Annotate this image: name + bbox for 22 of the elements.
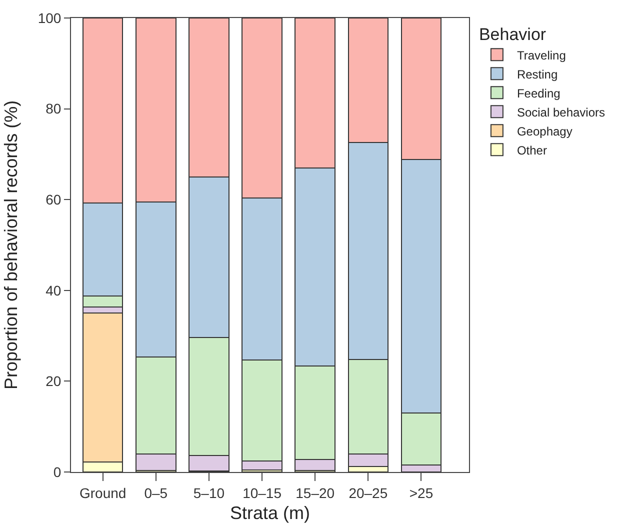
x-tick-label: 20–25	[348, 484, 388, 501]
x-tick-label: 15–20	[296, 484, 335, 501]
x-tick-label: Ground	[79, 484, 126, 501]
x-tick-label: 5–10	[193, 484, 225, 501]
y-tick-label: 0	[53, 464, 62, 480]
y-tick-label: 20	[46, 373, 62, 390]
x-axis-title: Strata (m)	[230, 502, 310, 523]
legend-label: Traveling	[516, 48, 566, 62]
y-axis-title: Proportion of behavioral records (%)	[1, 100, 22, 390]
y-tick-label: 60	[46, 192, 62, 208]
y-tick-label: 80	[46, 100, 62, 117]
legend-title: Behavior	[478, 25, 546, 44]
legend-label: Geophagy	[516, 124, 572, 138]
legend-label: Other	[516, 143, 547, 158]
legend-label: Resting	[516, 67, 558, 82]
x-tick-label: >25	[409, 484, 434, 501]
y-tick-label: 100	[38, 10, 62, 26]
legend-label: Social behaviors	[516, 105, 606, 120]
y-tick-label: 40	[46, 282, 62, 298]
x-tick-label: 10–15	[242, 484, 282, 501]
legend-label: Feeding	[516, 86, 560, 100]
x-tick-label: 0–5	[144, 484, 168, 501]
